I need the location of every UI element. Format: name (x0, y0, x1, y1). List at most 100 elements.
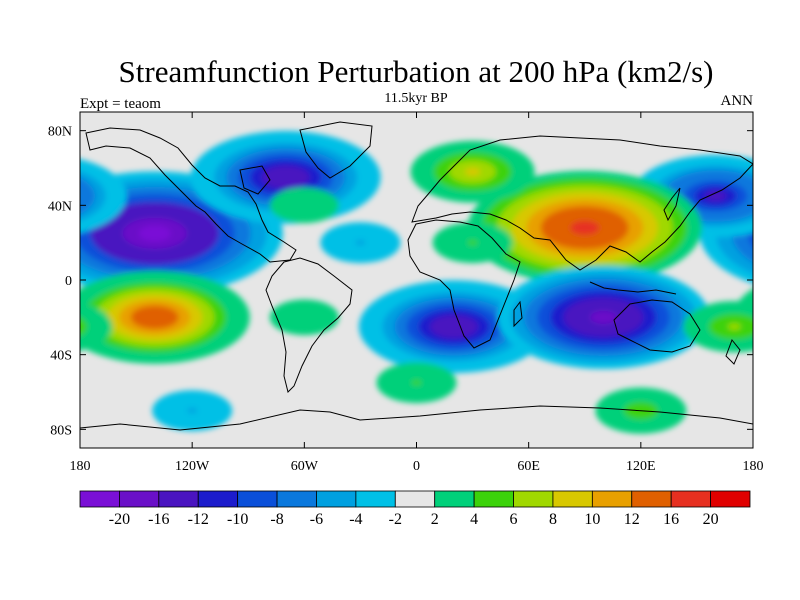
colorbar-box (473, 490, 514, 508)
lon-tick-label: 0 (413, 459, 420, 474)
contour-band-wrap (780, 294, 800, 340)
coastline-africa (407, 219, 521, 349)
coastline-madagascar (513, 300, 523, 328)
colorbar-label: 6 (510, 511, 518, 528)
contour-band (570, 220, 600, 235)
contour-band (273, 171, 298, 184)
anomaly-high-11 (269, 299, 339, 336)
colorbar-label: 16 (663, 511, 679, 528)
contour-band (727, 323, 741, 330)
contour-band-wrap (756, 283, 800, 353)
contour-band-wrap (747, 219, 753, 248)
map-title: Streamfunction Perturbation at 200 hPa (… (119, 54, 714, 89)
colorbar-label: 10 (584, 511, 600, 528)
colorbar-label: 2 (431, 511, 439, 528)
contour-band (705, 190, 727, 202)
lat-tick-label: 80S (50, 423, 72, 438)
colorbar-box (237, 490, 278, 508)
coastline-eurasia (411, 135, 753, 271)
contour-band (355, 240, 366, 246)
contour-band-wrap (80, 186, 85, 206)
map-subtitle: 11.5kyr BP (384, 91, 447, 106)
colorbar-label: 20 (703, 511, 719, 528)
anomaly-low-15 (152, 390, 233, 432)
lon-tick-label: 120E (626, 459, 656, 474)
contour-band (138, 225, 171, 242)
contour-band (467, 240, 478, 246)
colorbar-label: 12 (624, 511, 640, 528)
contour-band (464, 167, 481, 176)
coastline-north-america (85, 127, 297, 263)
contour-band-wrap (764, 202, 800, 264)
colorbar-label: -12 (188, 511, 209, 528)
colorbar-box (670, 490, 711, 508)
colorbar-label: -6 (310, 511, 323, 528)
contour-field (49, 130, 800, 434)
anomaly-low-9 (320, 222, 401, 264)
map-panel: 80N 40N 0 40S 80S 180 120W 60W 0 60E 120E 180 (48, 111, 800, 474)
coastlines (80, 121, 753, 431)
lon-tick-label: 60E (517, 459, 540, 474)
colorbar: -20 -16 -12 -10 -8 -6 -4 -2 2 4 6 8 10 12 16 20 (79, 490, 751, 528)
coastline-australia (613, 299, 701, 353)
anomaly-high-12 (49, 301, 753, 353)
colorbar-label: 8 (549, 511, 557, 528)
contour-band (300, 315, 309, 320)
coastline-indonesia (589, 281, 677, 295)
contour-band (411, 380, 422, 386)
contour-band-wrap (49, 320, 75, 333)
contour-band-wrap (792, 300, 800, 335)
lat-tick-label: 0 (65, 274, 72, 289)
colorbar-label: -4 (349, 511, 362, 528)
colorbar-box (591, 490, 633, 508)
contour-band-wrap (80, 324, 81, 329)
anomaly-low-7 (497, 265, 710, 369)
colorbar-label: -16 (148, 511, 169, 528)
colorbar-box (316, 490, 357, 508)
colorbar-box (631, 490, 672, 508)
colorbar-label: 4 (470, 511, 478, 528)
colorbar-label: -20 (109, 511, 130, 528)
coastline-south-america (265, 257, 353, 393)
anomaly-high-4 (467, 170, 702, 285)
lon-tick-label: 180 (70, 459, 91, 474)
lon-tick-label: 180 (743, 459, 764, 474)
colorbar-box (552, 490, 593, 508)
colorbar-box (710, 490, 751, 508)
longitude-axis: 180 120W 60W 0 60E 120E 180 (70, 112, 764, 474)
colorbar-box (434, 490, 475, 508)
lon-tick-label: 120W (175, 459, 210, 474)
colorbar-box (119, 490, 160, 508)
contour-band-wrap (768, 288, 800, 346)
coastline-japan (663, 187, 681, 222)
experiment-label: Expt = teaom (80, 96, 161, 112)
colorbar-box (513, 490, 554, 508)
lon-tick-label: 60W (291, 459, 319, 474)
anomaly-high-10 (432, 222, 513, 264)
contour-band (441, 320, 466, 333)
colorbar-box (79, 490, 120, 508)
coastline-hudson-bay (239, 165, 271, 195)
contour-band-wrap (80, 317, 87, 336)
colorbar-label: -2 (389, 511, 402, 528)
contour-band-wrap (796, 218, 800, 249)
anomaly-high-13 (376, 362, 457, 404)
colorbar-box (158, 490, 199, 508)
anomaly-high-5 (410, 140, 535, 203)
lat-tick-label: 40S (50, 349, 72, 364)
contour-band-wrap (780, 210, 800, 257)
contour-band-wrap (55, 323, 68, 329)
coastline-greenland (299, 121, 373, 179)
coastline-new-zealand (725, 339, 741, 365)
colorbar-label: -10 (227, 511, 248, 528)
coastline-antarctica (80, 405, 753, 431)
anomaly-high-8 (269, 187, 339, 224)
colorbar-box (394, 490, 436, 508)
colorbar-box (276, 490, 317, 508)
lat-tick-label: 80N (48, 125, 72, 140)
contour-band (590, 310, 617, 324)
colorbar-box (197, 490, 239, 508)
lat-tick-label: 40N (48, 199, 72, 214)
colorbar-label: -8 (270, 511, 283, 528)
